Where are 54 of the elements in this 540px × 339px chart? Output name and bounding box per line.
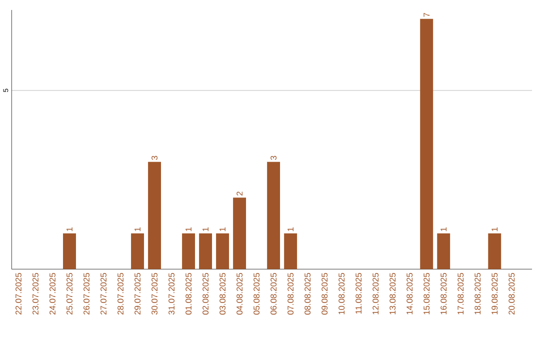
x-tick-label: 23.07.2025: [32, 273, 38, 315]
data-label: 1: [492, 227, 498, 232]
x-tick-label: 16.08.2025: [440, 273, 447, 314]
data-label: 1: [66, 227, 72, 232]
bar: [267, 162, 280, 270]
x-tick-label: 22.07.2025: [15, 273, 22, 315]
x-tick-label: 04.08.2025: [236, 273, 243, 315]
x-tick-label: 29.07.2025: [134, 273, 140, 315]
x-tick-label: 18.08.2025: [474, 273, 481, 314]
bar: [233, 198, 246, 270]
data-label: 1: [186, 227, 192, 232]
data-label: 1: [440, 227, 447, 232]
data-label: 7: [424, 12, 430, 17]
bar: [437, 233, 450, 270]
x-tick-label: 31.07.2025: [168, 273, 175, 315]
x-tick-label: 01.08.2025: [186, 273, 192, 315]
x-tick-label: 19.08.2025: [492, 273, 498, 314]
x-tick-label: 14.08.2025: [406, 273, 413, 314]
data-label: 3: [270, 156, 277, 160]
data-label: 3: [152, 156, 158, 160]
bar: [63, 233, 76, 270]
bar: [216, 233, 230, 270]
x-tick-label: 24.07.2025: [50, 273, 56, 315]
x-tick-label: 05.08.2025: [254, 273, 260, 315]
data-label: 2: [236, 192, 242, 196]
data-label: 1: [134, 227, 140, 232]
bar: [488, 233, 502, 270]
x-tick-label: 28.07.2025: [118, 273, 124, 315]
bar: [182, 233, 196, 270]
x-tick-label: 26.07.2025: [84, 273, 90, 315]
x-tick-label: 17.08.2025: [458, 273, 464, 314]
x-tick-label: 20.08.2025: [508, 273, 515, 315]
x-tick-label: 06.08.2025: [270, 273, 277, 315]
x-tick-label: 15.08.2025: [424, 273, 430, 314]
bar: [131, 233, 144, 270]
x-tick-label: 03.08.2025: [220, 273, 226, 315]
x-tick-label: 09.08.2025: [322, 273, 328, 315]
x-tick-label: 12.08.2025: [372, 273, 379, 314]
x-tick-label: 25.07.2025: [66, 273, 72, 315]
x-tick-label: 10.08.2025: [338, 273, 345, 314]
x-tick-label: 30.07.2025: [152, 273, 158, 315]
x-tick-label: 02.08.2025: [202, 273, 209, 315]
x-tick-label: 13.08.2025: [390, 273, 396, 314]
x-tick-label: 08.08.2025: [304, 273, 311, 315]
data-label: 1: [202, 227, 208, 232]
bar: [420, 18, 434, 270]
data-label: 1: [220, 227, 226, 232]
bar: [199, 233, 212, 270]
x-tick-label: 07.08.2025: [288, 273, 294, 315]
bar: [148, 162, 161, 270]
data-label: 1: [288, 227, 294, 232]
bar: [284, 233, 298, 270]
x-tick-label: 27.07.2025: [100, 273, 106, 315]
x-tick-label: 11.08.2025: [356, 273, 362, 314]
